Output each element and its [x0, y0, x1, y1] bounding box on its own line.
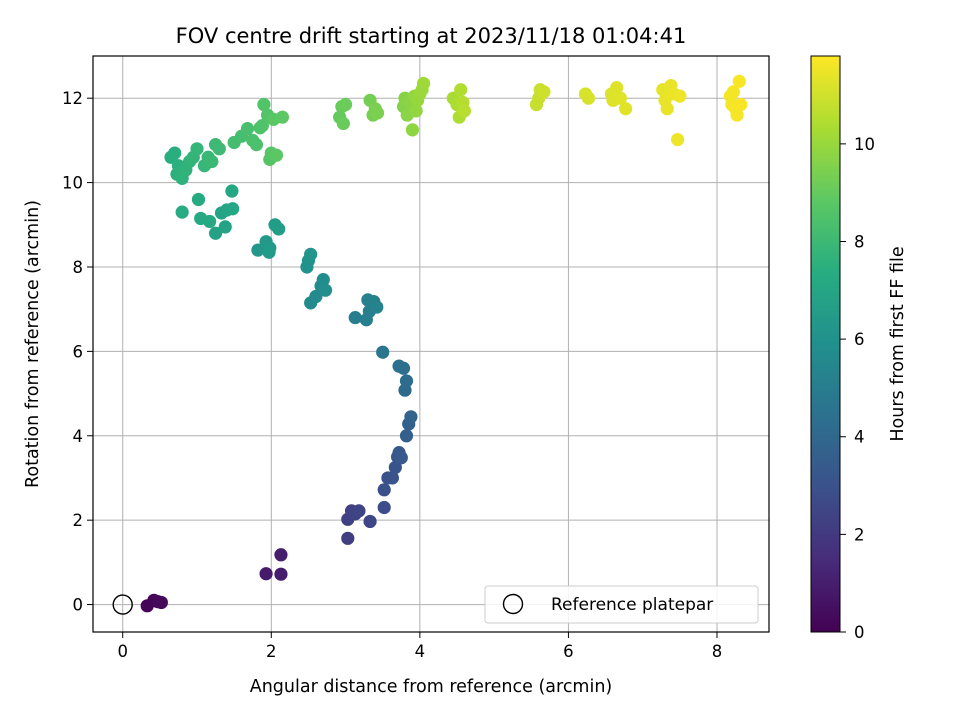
scatter-point [370, 106, 385, 120]
scatter-point [318, 283, 333, 297]
x-axis-label: Angular distance from reference (arcmin) [250, 677, 613, 697]
y-tick-label: 12 [62, 89, 83, 108]
scatter-point [154, 595, 168, 610]
colorbar [810, 55, 841, 633]
colorbar-tick-label: 8 [854, 232, 865, 251]
scatter-point [734, 97, 748, 112]
axis-ticks: 0 2 4 6 8 0 2 4 6 8 10 12 [62, 89, 722, 661]
y-tick-label: 4 [73, 427, 84, 446]
scatter-point [537, 85, 551, 99]
scatter-point [190, 142, 204, 156]
x-tick-label: 4 [415, 642, 426, 661]
colorbar-tick-label: 2 [854, 525, 865, 544]
colorbar-tick-label: 0 [854, 623, 865, 642]
scatter-point [249, 138, 264, 152]
scatter-point [259, 567, 273, 581]
y-tick-label: 8 [73, 258, 84, 277]
scatter-point [269, 148, 284, 162]
scatter-point [274, 567, 288, 581]
colorbar-tick-label: 6 [854, 330, 865, 349]
data-points [140, 74, 748, 613]
scatter-point [660, 102, 674, 116]
colorbar-tick-label: 10 [854, 135, 875, 154]
scatter-point [225, 184, 239, 198]
scatter-point [454, 83, 468, 97]
scatter-point [392, 359, 406, 373]
scatter-point [399, 429, 414, 443]
scatter-point [191, 192, 206, 207]
scatter-point [613, 91, 628, 105]
scatter-point [309, 289, 323, 304]
scatter-point [251, 243, 265, 257]
y-tick-label: 10 [62, 174, 83, 193]
scatter-point [376, 345, 390, 359]
scatter-point [255, 119, 269, 133]
scatter-point [175, 205, 189, 219]
scatter-point [377, 483, 391, 497]
scatter-point [304, 247, 318, 261]
scatter-point [341, 531, 355, 545]
scatter-point [399, 374, 414, 388]
scatter-point [388, 460, 402, 475]
scatter-point [457, 104, 472, 118]
legend: Reference platepar [484, 585, 759, 624]
scatter-point [226, 202, 240, 216]
scatter-point [671, 132, 685, 147]
scatter-point [212, 142, 226, 156]
scatter-point [257, 97, 271, 112]
y-tick-label: 2 [73, 511, 84, 530]
legend-entry: Reference platepar [551, 595, 713, 615]
y-axis-label: Rotation from reference (arcmin) [23, 200, 43, 488]
scatter-point [416, 76, 431, 91]
scatter-point [404, 410, 418, 424]
chart-title: FOV centre drift starting at 2023/11/18 … [176, 24, 687, 48]
colorbar-tick-label: 4 [854, 428, 865, 447]
scatter-point [205, 154, 219, 169]
grid-lines [93, 56, 769, 632]
y-tick-label: 6 [73, 342, 84, 361]
x-tick-label: 0 [117, 642, 128, 661]
scatter-point [405, 123, 420, 137]
scatter-point [732, 74, 746, 88]
scatter-point [352, 504, 366, 518]
scatter-point [409, 104, 423, 118]
x-tick-label: 2 [266, 642, 277, 661]
scatter-point [194, 211, 208, 226]
scatter-point [730, 108, 744, 122]
scatter-point [673, 89, 687, 103]
scatter-point [338, 97, 353, 112]
scatter-point [168, 146, 182, 160]
scatter-point [377, 500, 391, 515]
scatter-point [348, 311, 362, 325]
x-tick-label: 6 [563, 642, 574, 661]
scatter-point [240, 121, 255, 136]
plot-frame [92, 55, 770, 633]
scatter-point [726, 85, 740, 99]
legend-marker [502, 593, 524, 615]
scatter-point [610, 81, 624, 95]
scatter-point [208, 226, 223, 240]
scatter-point [581, 91, 596, 105]
legend-box [484, 585, 759, 624]
colorbar-label: Hours from first FF file [888, 246, 908, 441]
scatter-point [272, 222, 286, 236]
scatter-point [363, 514, 377, 529]
reference-marker [112, 594, 133, 615]
scatter-point [394, 451, 408, 465]
scatter-point [275, 110, 290, 124]
colorbar-ticks: 0 2 4 6 8 10 [840, 135, 875, 642]
scatter-point [274, 548, 288, 562]
scatter-point [619, 102, 633, 116]
scatter-point [218, 220, 232, 234]
scatter-point [385, 471, 399, 485]
y-tick-label: 0 [73, 596, 84, 615]
scatter-point [262, 245, 276, 259]
scatter-point [370, 300, 384, 314]
scatter-point [336, 116, 350, 131]
scatter-point [316, 273, 330, 287]
x-tick-label: 8 [712, 642, 723, 661]
